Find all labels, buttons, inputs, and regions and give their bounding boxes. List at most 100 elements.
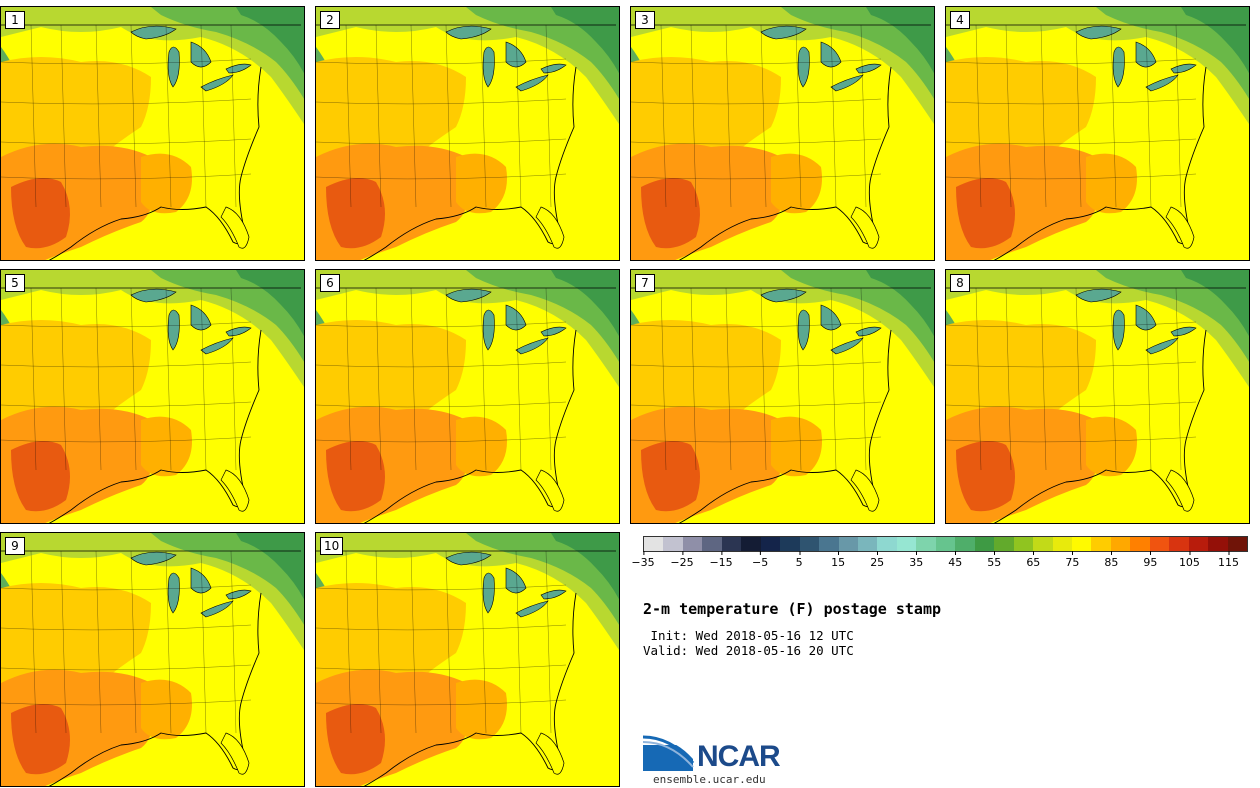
state-border [375, 550, 382, 734]
colorbar-swatch [877, 537, 897, 551]
state-border [660, 287, 667, 471]
cool-band [946, 270, 1249, 388]
member-panel-8[interactable]: 8 [945, 269, 1250, 524]
lake-michigan [1112, 309, 1125, 351]
hottest-region [641, 178, 700, 249]
member-label: 2 [320, 11, 340, 29]
state-border [1, 664, 252, 671]
colorbar-tick-label: −35 [631, 551, 655, 569]
state-border [1005, 287, 1012, 471]
lake-superior [130, 25, 177, 40]
temperature-map [631, 7, 934, 260]
state-border [515, 550, 522, 734]
warm-southeast [456, 679, 507, 740]
colorbar-tick-label: 85 [1104, 551, 1119, 569]
warm-southeast [141, 679, 192, 740]
member-panel-5[interactable]: 5 [0, 269, 305, 524]
coastline [993, 329, 1207, 523]
hottest-region [11, 441, 70, 512]
member-panel-10[interactable]: 10 [315, 532, 620, 787]
coldest-band [1181, 7, 1249, 74]
coastline [363, 66, 577, 260]
state-border [230, 287, 237, 471]
warm-southeast [771, 416, 822, 477]
member-panel-1[interactable]: 1 [0, 6, 305, 261]
lake-huron [505, 304, 527, 331]
lake-erie [1145, 74, 1179, 92]
member-panel-4[interactable]: 4 [945, 6, 1250, 261]
member-panel-2[interactable]: 2 [315, 6, 620, 261]
state-border [946, 401, 1197, 408]
cold-band [1096, 7, 1249, 99]
state-border [725, 24, 732, 208]
colorbar-ticks: −35 −25 −15 −5 5 15 25 35 45 55 65 75 85 95 105 115 [631, 551, 1248, 576]
state-border [725, 287, 732, 471]
florida [535, 732, 565, 775]
state-border [946, 436, 1197, 443]
hottest-region [326, 178, 385, 249]
lake-erie [515, 74, 549, 92]
colorbar-swatch [935, 537, 956, 551]
coldest-band [236, 533, 304, 600]
member-label: 10 [320, 537, 344, 555]
hottest-region [326, 704, 385, 775]
state-border [1110, 24, 1117, 208]
state-border [345, 287, 352, 471]
hottest-region [326, 441, 385, 512]
colorbar-swatch [1188, 537, 1209, 551]
lake-huron [820, 41, 842, 68]
lake-michigan [797, 46, 810, 88]
florida [850, 469, 880, 512]
cold-band [466, 533, 619, 625]
state-border [1145, 24, 1152, 208]
state-border [200, 24, 207, 208]
state-border [95, 287, 102, 471]
lake-huron [505, 567, 527, 594]
temperature-map [631, 270, 934, 523]
member-panel-3[interactable]: 3 [630, 6, 935, 261]
colorbar-swatch [721, 537, 742, 551]
colorbar-tick-label: 55 [987, 551, 1002, 569]
member-panel-9[interactable]: 9 [0, 532, 305, 787]
warm-southeast [456, 416, 507, 477]
cool-band [1, 270, 304, 388]
state-border [30, 287, 37, 471]
state-border [410, 287, 417, 471]
state-border [445, 287, 452, 471]
lake-erie [200, 337, 234, 355]
state-border [946, 321, 1197, 328]
state-border [631, 321, 882, 328]
cool-band [316, 7, 619, 125]
colorbar-tick-label: 95 [1143, 551, 1158, 569]
colorbar-tick-label: 75 [1065, 551, 1080, 569]
state-border [345, 550, 352, 734]
florida [1165, 206, 1195, 249]
lake-michigan [482, 46, 495, 88]
florida [1165, 469, 1195, 512]
colorbar-swatch [857, 537, 878, 551]
ncar-logo-icon [643, 735, 695, 771]
temperature-map [1, 533, 304, 786]
state-border [60, 287, 67, 471]
state-border [316, 321, 567, 328]
coastline [48, 329, 262, 523]
colorbar-swatch [896, 537, 917, 551]
cool-band [316, 270, 619, 388]
colorbar-swatch [663, 537, 683, 551]
member-label: 5 [5, 274, 25, 292]
state-border [975, 24, 982, 208]
state-border [1, 173, 252, 180]
colorbar-swatch [1130, 537, 1150, 551]
state-border [1, 321, 252, 328]
state-border [1145, 287, 1152, 471]
member-label: 8 [950, 274, 970, 292]
colorbar-swatch [1227, 537, 1248, 551]
florida [220, 732, 250, 775]
colorbar-swatch [780, 537, 800, 551]
lake-superior [760, 25, 807, 40]
member-panel-7[interactable]: 7 [630, 269, 935, 524]
member-panel-6[interactable]: 6 [315, 269, 620, 524]
temperature-colorbar [643, 536, 1248, 552]
colorbar-swatch [682, 537, 703, 551]
temperature-map [946, 7, 1249, 260]
